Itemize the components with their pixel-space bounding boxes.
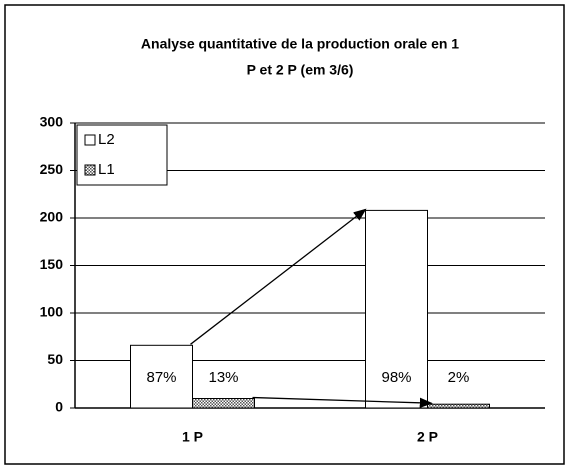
y-tick-label: 200 [40, 209, 64, 225]
bar [192, 398, 255, 409]
annotation: 13% [208, 369, 238, 386]
chart-title: P et 2 P (em 3/6) [247, 62, 354, 78]
bar [130, 344, 193, 409]
legend-label: L1 [98, 161, 115, 178]
annotation: 87% [146, 369, 176, 386]
legend-box [76, 124, 168, 186]
y-tick-label: 150 [40, 256, 64, 272]
legend-label: L2 [98, 131, 115, 148]
arrow [252, 396, 433, 409]
bar [365, 209, 428, 409]
x-tick-label: 1 P [182, 429, 203, 445]
y-tick-label: 100 [40, 304, 64, 320]
annotation: 2% [448, 369, 470, 386]
annotation: 98% [381, 369, 411, 386]
bar [427, 403, 490, 409]
legend-swatch [84, 164, 96, 176]
y-tick-label: 300 [40, 114, 64, 130]
y-tick-label: 0 [55, 399, 63, 415]
arrow [190, 208, 367, 345]
legend-swatch [84, 134, 96, 146]
chart-title: Analyse quantitative de la production or… [141, 36, 459, 52]
y-tick-label: 50 [47, 351, 63, 367]
y-tick-label: 250 [40, 161, 64, 177]
x-tick-label: 2 P [417, 429, 438, 445]
chart-border [4, 4, 565, 465]
